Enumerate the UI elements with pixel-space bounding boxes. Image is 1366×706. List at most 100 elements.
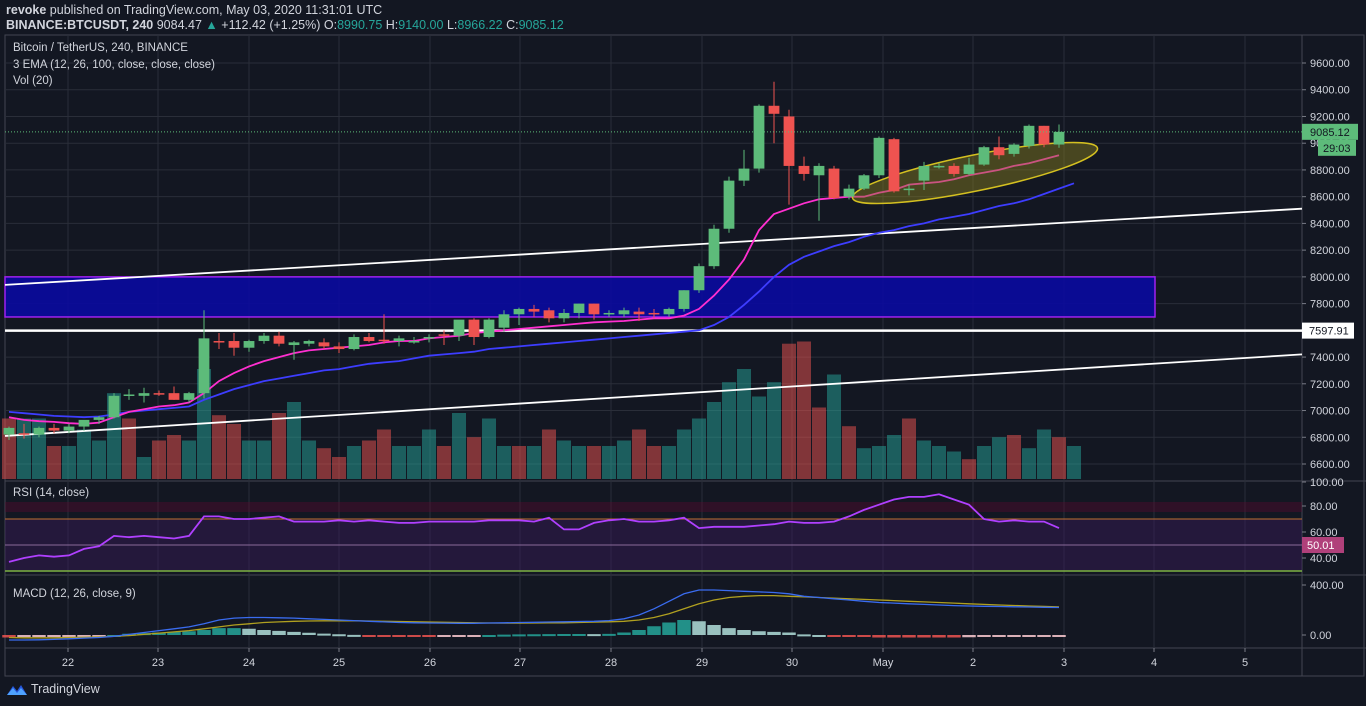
candle[interactable] (468, 318, 480, 346)
publisher-name[interactable]: revoke (6, 3, 47, 17)
candle[interactable] (888, 137, 900, 193)
tradingview-logo-icon (7, 685, 27, 695)
candle[interactable] (873, 136, 885, 178)
candle[interactable] (858, 173, 870, 190)
price-tick-label: 9400.00 (1310, 85, 1350, 97)
macd-histogram-bar (932, 635, 946, 638)
volume-bar (467, 437, 481, 479)
candle[interactable] (183, 391, 195, 403)
candle[interactable] (198, 310, 210, 399)
candle[interactable] (318, 338, 330, 350)
candle[interactable] (378, 314, 390, 344)
volume-bar (317, 448, 331, 479)
candle[interactable] (1023, 124, 1035, 149)
consolidation-ellipse[interactable] (849, 130, 1101, 215)
candle[interactable] (783, 109, 795, 205)
candle[interactable] (498, 310, 510, 332)
candle[interactable] (363, 333, 375, 343)
candle-body (558, 312, 570, 319)
candle[interactable] (393, 335, 405, 347)
candle[interactable] (693, 263, 705, 293)
candle[interactable] (1008, 143, 1020, 157)
macd-pane[interactable]: 400.00 0.00 (2, 580, 1344, 642)
candle[interactable] (273, 331, 285, 347)
ema-legend[interactable]: 3 EMA (12, 26, 100, close, close, close) (13, 59, 215, 71)
candle[interactable] (843, 184, 855, 200)
candle[interactable] (288, 341, 300, 360)
candle[interactable] (558, 308, 570, 323)
candle[interactable] (603, 310, 615, 317)
candle[interactable] (243, 339, 255, 352)
candle[interactable] (48, 423, 60, 434)
candle[interactable] (543, 307, 555, 323)
volume-bar (527, 446, 541, 479)
candle[interactable] (618, 307, 630, 317)
candle[interactable] (993, 136, 1005, 160)
candle[interactable] (678, 290, 690, 312)
candle[interactable] (78, 419, 90, 431)
candle-body (333, 346, 345, 350)
candle[interactable] (438, 330, 450, 346)
rsi-legend[interactable]: RSI (14, close) (13, 487, 90, 499)
volume-bar (1022, 448, 1036, 479)
symbol-label: BINANCE:BTCUSDT, 240 (6, 18, 154, 32)
candle[interactable] (3, 426, 15, 440)
candle[interactable] (303, 339, 315, 347)
candle[interactable] (813, 163, 825, 221)
candle[interactable] (978, 145, 990, 166)
candle[interactable] (228, 333, 240, 356)
candle[interactable] (123, 389, 135, 400)
candle[interactable] (828, 165, 840, 200)
lower-channel-line[interactable] (4, 353, 1303, 437)
candle-body (843, 188, 855, 197)
candle[interactable] (963, 157, 975, 176)
main-legend-title[interactable]: Bitcoin / TetherUS, 240, BINANCE (13, 42, 188, 54)
candle[interactable] (933, 163, 945, 169)
candle[interactable] (453, 319, 465, 342)
candle[interactable] (588, 303, 600, 320)
candle[interactable] (708, 224, 720, 269)
candle[interactable] (408, 337, 420, 344)
candle[interactable] (663, 307, 675, 317)
candle[interactable] (753, 104, 765, 173)
candle[interactable] (798, 156, 810, 181)
candle[interactable] (573, 303, 585, 319)
upper-channel-line[interactable] (4, 207, 1303, 286)
candle[interactable] (258, 333, 270, 344)
candle[interactable] (633, 307, 645, 321)
candle[interactable] (528, 304, 540, 317)
candle[interactable] (483, 318, 495, 339)
candle[interactable] (768, 81, 780, 144)
candle[interactable] (153, 390, 165, 396)
candle[interactable] (63, 423, 75, 434)
candle[interactable] (513, 307, 525, 325)
candle[interactable] (723, 176, 735, 233)
candle[interactable] (948, 163, 960, 177)
price-tick-label: 8400.00 (1310, 218, 1350, 230)
candle[interactable] (423, 334, 435, 343)
candle[interactable] (903, 184, 915, 196)
candle[interactable] (93, 415, 105, 424)
price-axis[interactable]: 9600.009400.009200.009000.008800.008600.… (1302, 58, 1358, 471)
candle[interactable] (108, 393, 120, 419)
symbol-info-bar: BINANCE:BTCUSDT, 240 9084.47 ▲ +112.42 (… (6, 18, 564, 32)
candle[interactable] (18, 423, 30, 439)
candle[interactable] (333, 342, 345, 354)
candle[interactable] (348, 334, 360, 351)
macd-legend[interactable]: MACD (12, 26, close, 9) (13, 588, 136, 600)
candle[interactable] (138, 387, 150, 403)
time-axis[interactable]: 22 23 24 25 26 27 28 29 30 May 2 3 4 5 (62, 648, 1248, 669)
volume-legend[interactable]: Vol (20) (13, 75, 53, 87)
candle[interactable] (33, 426, 45, 438)
candle[interactable] (918, 161, 930, 190)
candle[interactable] (213, 333, 225, 350)
candle[interactable] (1038, 125, 1050, 148)
time-tick-label: 5 (1242, 657, 1248, 669)
candle[interactable] (738, 149, 750, 186)
candle[interactable] (168, 386, 180, 400)
candle[interactable] (1053, 124, 1065, 148)
tradingview-brand[interactable]: TradingView (6, 682, 100, 696)
candle[interactable] (648, 308, 660, 319)
